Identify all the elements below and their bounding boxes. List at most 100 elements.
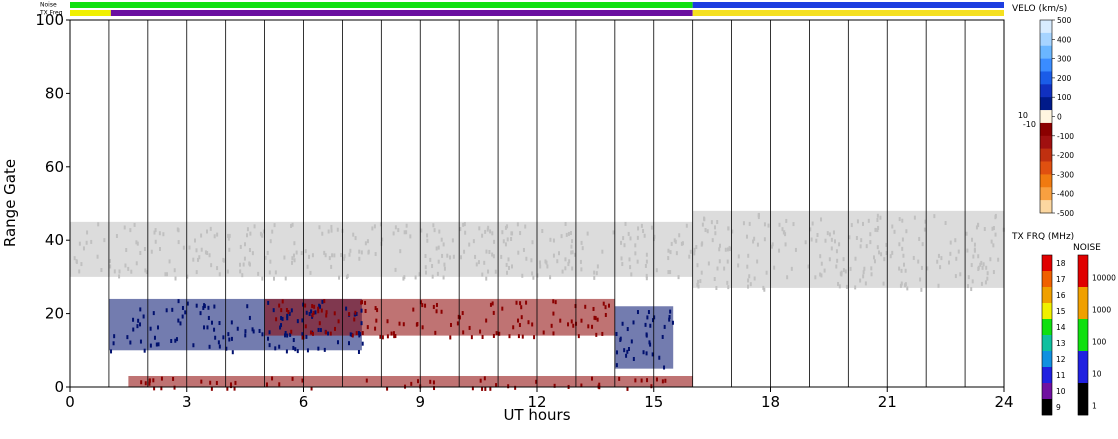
x-tick-label: 15 xyxy=(644,393,663,411)
speckle-cell xyxy=(278,303,281,308)
speckle-cell xyxy=(899,283,902,288)
speckle-cell xyxy=(747,253,750,258)
speckle-cell xyxy=(177,299,180,304)
velo-tick-label: -300 xyxy=(1057,170,1074,179)
speckle-cell xyxy=(286,313,289,318)
speckle-cell xyxy=(587,324,590,329)
speckle-cell xyxy=(374,326,377,331)
noise-tick-label: 1000 xyxy=(1092,305,1111,314)
speckle-cell xyxy=(394,334,397,339)
speckle-cell xyxy=(645,333,648,338)
speckle-cell xyxy=(360,250,363,255)
txfrq-tick-label: 10 xyxy=(1056,387,1066,396)
speckle-cell xyxy=(901,218,904,223)
speckle-cell xyxy=(186,274,189,279)
velo-side-label-pos: 10 xyxy=(1018,111,1028,120)
speckle-cell xyxy=(826,231,829,236)
speckle-cell xyxy=(634,243,637,248)
region-velocity-positive-5 xyxy=(614,306,674,369)
speckle-cell xyxy=(228,337,231,342)
speckle-cell xyxy=(340,253,343,258)
speckle-cell xyxy=(572,323,575,328)
speckle-cell xyxy=(96,254,99,259)
speckle-cell xyxy=(347,341,350,346)
velo-tick-label: -400 xyxy=(1057,190,1074,199)
speckle-cell xyxy=(549,237,552,242)
speckle-cell xyxy=(767,223,770,228)
speckle-cell xyxy=(699,279,702,284)
speckle-cell xyxy=(264,255,267,260)
speckle-cell xyxy=(990,239,993,244)
speckle-cell xyxy=(763,287,766,292)
speckle-cell xyxy=(519,231,522,236)
speckle-cell xyxy=(393,334,396,339)
speckle-cell xyxy=(992,226,995,231)
speckle-cell xyxy=(510,236,513,241)
speckle-cell xyxy=(436,271,439,276)
speckle-cell xyxy=(292,338,295,343)
speckle-cell xyxy=(573,252,576,257)
speckle-cell xyxy=(671,320,674,325)
speckle-cell xyxy=(948,260,951,265)
speckle-cell xyxy=(620,256,623,261)
txfrq-colorbar-cell xyxy=(1042,271,1052,288)
speckle-cell xyxy=(432,223,435,228)
speckle-cell xyxy=(567,231,570,236)
speckle-cell xyxy=(623,243,626,248)
speckle-cell xyxy=(210,263,213,268)
speckle-cell xyxy=(620,240,623,245)
speckle-cell xyxy=(306,264,309,269)
txfrq-colorbar-cell xyxy=(1042,351,1052,368)
speckle-cell xyxy=(867,218,870,223)
speckle-cell xyxy=(172,376,175,381)
speckle-cell xyxy=(118,274,121,279)
speckle-cell xyxy=(668,317,671,322)
speckle-cell xyxy=(667,248,670,253)
speckle-cell xyxy=(244,329,247,334)
speckle-cell xyxy=(726,280,729,285)
speckle-cell xyxy=(239,269,242,274)
speckle-cell xyxy=(525,300,528,305)
speckle-cell xyxy=(626,386,629,391)
speckle-cell xyxy=(819,254,822,259)
speckle-cell xyxy=(921,242,924,247)
speckle-cell xyxy=(854,285,857,290)
hour-lines xyxy=(108,20,966,387)
speckle-cell xyxy=(85,240,88,245)
y-tick-label: 80 xyxy=(45,84,64,102)
speckle-cell xyxy=(510,264,513,269)
speckle-cell xyxy=(706,229,709,234)
speckle-cell xyxy=(158,231,161,236)
speckle-cell xyxy=(78,269,81,274)
speckle-cell xyxy=(324,253,327,258)
x-tick-label: 21 xyxy=(878,393,897,411)
speckle-cell xyxy=(472,239,475,244)
velo-colorbar-cell xyxy=(1040,58,1052,72)
speckle-cell xyxy=(477,260,480,265)
speckle-cell xyxy=(621,321,624,326)
txfrq-tick-label: 12 xyxy=(1056,355,1066,364)
speckle-cell xyxy=(86,230,89,235)
speckle-cell xyxy=(997,257,1000,262)
speckle-cell xyxy=(238,262,241,267)
speckle-cell xyxy=(206,325,209,330)
speckle-cell xyxy=(862,221,865,226)
speckle-cell xyxy=(747,278,750,283)
speckle-cell xyxy=(650,384,653,389)
speckle-cell xyxy=(595,271,598,276)
speckle-cell xyxy=(109,264,112,269)
speckle-cell xyxy=(615,331,618,336)
speckle-cell xyxy=(618,376,621,381)
speckle-cell xyxy=(516,222,519,227)
speckle-cell xyxy=(343,256,346,261)
speckle-cell xyxy=(207,305,210,310)
speckle-cell xyxy=(859,278,862,283)
speckle-cell xyxy=(386,334,389,339)
speckle-cell xyxy=(452,254,455,259)
speckle-cell xyxy=(405,230,408,235)
speckle-cell xyxy=(872,255,875,260)
speckle-cell xyxy=(284,276,287,281)
speckle-cell xyxy=(474,254,477,259)
speckle-cell xyxy=(519,301,522,306)
txfrq-tick-label: 15 xyxy=(1056,307,1066,316)
